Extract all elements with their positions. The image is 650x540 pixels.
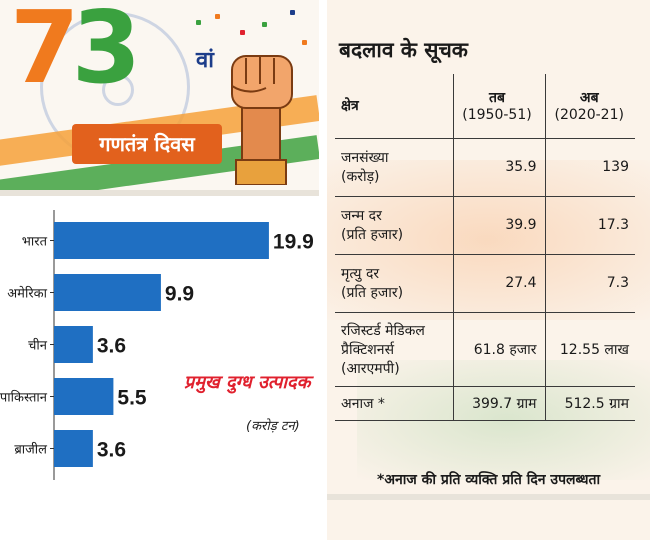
republic-day-title: गणतंत्र दिवस [72, 124, 222, 164]
bar-value-label: 5.5 [117, 387, 147, 410]
right-panel: बदलाव के सूचक क्षेत्र तब (1950-51) अब (2… [327, 0, 650, 540]
cell-now: 7.3 [544, 253, 635, 312]
row-label: अनाज * [335, 385, 453, 421]
category-label: भारत [22, 235, 48, 250]
chart-title: प्रमुख दुग्ध उत्पादक [184, 372, 311, 393]
row-label-line: (प्रति हजार) [341, 285, 404, 301]
confetti-icon [215, 14, 220, 19]
section-divider [0, 190, 319, 196]
bar-value-label: 19.9 [273, 231, 314, 254]
header-now-years: (2020-21) [554, 107, 624, 124]
row-label: जन्म दर (प्रति हजार) [335, 195, 453, 254]
row-label: जनसंख्या (करोड़) [335, 137, 453, 196]
confetti-icon [262, 22, 267, 27]
category-label: पाकिस्तान [0, 390, 48, 406]
cell-then: 35.9 [452, 137, 545, 196]
footnote: *अनाज की प्रति व्यक्ति प्रति दिन उपलब्धत… [377, 472, 601, 488]
table-row: अनाज * 399.7 ग्राम 512.5 ग्राम [335, 385, 635, 421]
bar-value-label: 9.9 [165, 283, 194, 306]
table-row: जनसंख्या (करोड़) 35.9 139 [335, 137, 635, 196]
cell-now: 12.55 लाख [544, 311, 635, 386]
indicators-title: बदलाव के सूचक [339, 38, 468, 62]
row-label-line: जनसंख्या [341, 150, 389, 166]
header-then: तब (1950-51) [452, 74, 545, 138]
cell-now: 139 [544, 137, 635, 196]
anniversary-number: 73 [10, 0, 141, 98]
row-label-line: प्रैक्टिशनर्स [341, 341, 395, 358]
row-label-line: (आरएमपी) [341, 360, 400, 377]
confetti-icon [290, 10, 295, 15]
header-then-title: तब [489, 90, 505, 107]
cell-then: 39.9 [452, 195, 545, 254]
category-label: ब्राजील [14, 442, 47, 458]
header-now: अब (2020-21) [544, 74, 635, 138]
row-label: मृत्यु दर (प्रति हजार) [335, 253, 453, 312]
category-label: अमेरिका [7, 286, 47, 302]
confetti-icon [240, 30, 245, 35]
indicators-table: क्षेत्र तब (1950-51) अब (2020-21) जनसंख्… [335, 74, 635, 421]
cell-then: 27.4 [452, 253, 545, 312]
row-label-line: जन्म दर [341, 208, 382, 224]
republic-day-banner: 73 वां गणतंत्र दिवस [0, 0, 319, 190]
column-gutter [319, 0, 327, 540]
bar [54, 222, 269, 259]
left-panel: 73 वां गणतंत्र दिवस भारत 19.9 अमेरिका 9.9 ची… [0, 0, 319, 540]
bar-chart-canvas: भारत 19.9 अमेरिका 9.9 चीन 3.6 पाकिस्तान 5.5 ब्रा… [0, 210, 314, 480]
row-label-line: मृत्यु दर [341, 266, 380, 282]
header-then-years: (1950-51) [462, 107, 532, 124]
bar [54, 378, 114, 415]
number-seven: 7 [10, 0, 80, 106]
bar-value-label: 3.6 [97, 439, 126, 462]
row-label-line: रजिस्टर्ड मेडिकल [341, 322, 425, 339]
cell-then: 399.7 ग्राम [452, 385, 545, 421]
row-label: रजिस्टर्ड मेडिकल प्रैक्टिशनर्स (आरएमपी) [335, 311, 453, 386]
chart-unit: (करोड़ टन) [246, 419, 300, 434]
ordinal-suffix: वां [196, 48, 214, 73]
table-header-row: क्षेत्र तब (1950-51) अब (2020-21) [335, 74, 635, 138]
cell-then: 61.8 हजार [452, 311, 545, 386]
table-row: मृत्यु दर (प्रति हजार) 27.4 7.3 [335, 253, 635, 312]
cell-now: 17.3 [544, 195, 635, 254]
cell-now: 512.5 ग्राम [544, 385, 635, 421]
category-label: चीन [28, 338, 48, 354]
number-three: 3 [71, 0, 142, 106]
confetti-icon [302, 40, 307, 45]
raised-fist-icon [231, 55, 293, 185]
milk-producers-chart: भारत 19.9 अमेरिका 9.9 चीन 3.6 पाकिस्तान 5.5 ब्रा… [0, 200, 319, 540]
row-label-line: (करोड़) [341, 169, 380, 185]
confetti-icon [196, 20, 201, 25]
bar [54, 274, 161, 311]
header-now-title: अब [579, 90, 599, 107]
bar [54, 430, 93, 467]
table-row: रजिस्टर्ड मेडिकल प्रैक्टिशनर्स (आरएमपी) … [335, 311, 635, 386]
header-sector: क्षेत्र [341, 98, 359, 115]
row-label-line: (प्रति हजार) [341, 227, 404, 243]
bar [54, 326, 93, 363]
bar-value-label: 3.6 [97, 335, 126, 358]
table-row: जन्म दर (प्रति हजार) 39.9 17.3 [335, 195, 635, 254]
section-divider [327, 494, 650, 500]
